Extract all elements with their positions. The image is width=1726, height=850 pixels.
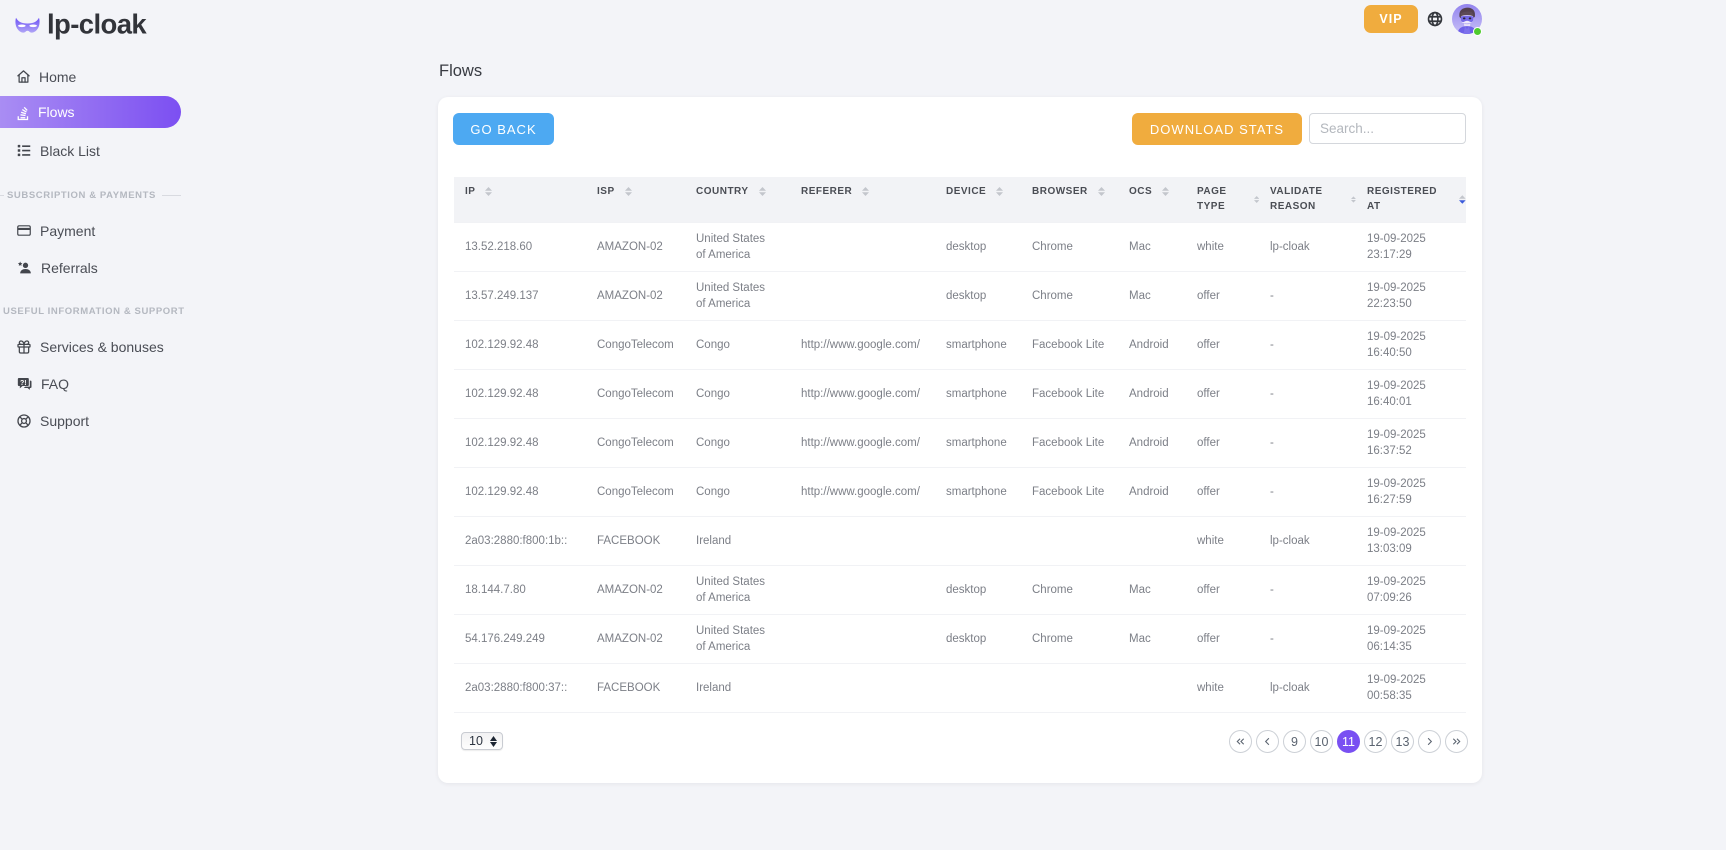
svg-text:?!: ?! xyxy=(20,379,27,386)
